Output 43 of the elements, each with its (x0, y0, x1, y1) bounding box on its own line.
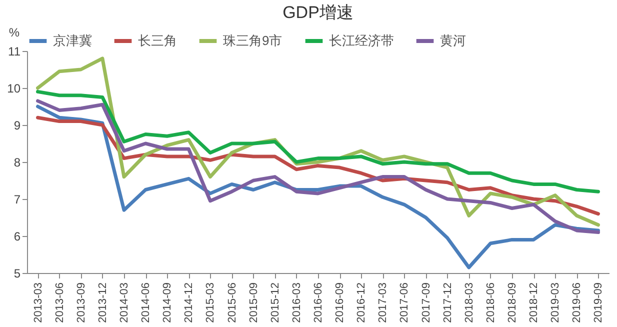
x-tick-label: 2017-09 (420, 282, 432, 323)
x-tick-label: 2014-12 (183, 282, 196, 323)
x-tick-label: 2019-06 (571, 282, 584, 323)
legend-label: 珠三角9市 (223, 33, 282, 48)
x-tick-label: 2014-09 (162, 282, 174, 323)
legend-label: 京津冀 (53, 33, 92, 48)
y-tick-label: 9 (14, 118, 21, 132)
line-series (36, 99, 600, 234)
line-series (36, 90, 600, 194)
x-tick-label: 2017-12 (442, 282, 454, 323)
legend-label: 长江经济带 (329, 33, 394, 48)
x-tick-label: 2018-09 (506, 282, 518, 323)
x-tick-label: 2014-06 (140, 282, 152, 323)
y-tick-label: 5 (14, 266, 21, 280)
x-tick-label: 2017-03 (377, 282, 390, 323)
legend-label: 长三角 (138, 33, 177, 48)
chart-title: GDP增速 (282, 3, 354, 22)
x-tick-label: 2016-06 (312, 282, 324, 323)
x-tick-label: 2016-09 (334, 282, 346, 323)
x-tick-label: 2013-12 (96, 282, 109, 323)
y-tick-label: 10 (7, 82, 21, 96)
x-tick-label: 2017-06 (398, 282, 411, 323)
legend-label: 黄河 (440, 33, 466, 48)
y-tick-label: 8 (14, 156, 21, 170)
x-tick-label: 2018-03 (463, 282, 476, 323)
x-tick-label: 2014-03 (118, 282, 130, 323)
x-tick-label: 2016-12 (356, 282, 368, 323)
x-tick-label: 2016-03 (290, 282, 303, 323)
x-tick-label: 2019-09 (592, 282, 605, 323)
x-tick-label: 2019-03 (550, 282, 562, 323)
x-tick-label: 2013-03 (32, 282, 44, 323)
x-tick-label: 2015-12 (269, 282, 282, 323)
y-tick-label: 11 (8, 44, 21, 58)
x-tick-label: 2013-06 (54, 282, 66, 323)
x-tick-label: 2015-06 (226, 282, 238, 323)
x-tick-label: 2018-06 (484, 282, 497, 323)
y-tick-label: 6 (14, 230, 21, 244)
y-tick-label: 7 (14, 192, 21, 206)
x-tick-label: 2018-12 (528, 282, 540, 323)
y-axis-title: % (8, 26, 20, 40)
x-tick-label: 2013-09 (75, 282, 88, 323)
x-tick-label: 2015-09 (248, 282, 260, 323)
x-tick-label: 2015-03 (204, 282, 217, 323)
